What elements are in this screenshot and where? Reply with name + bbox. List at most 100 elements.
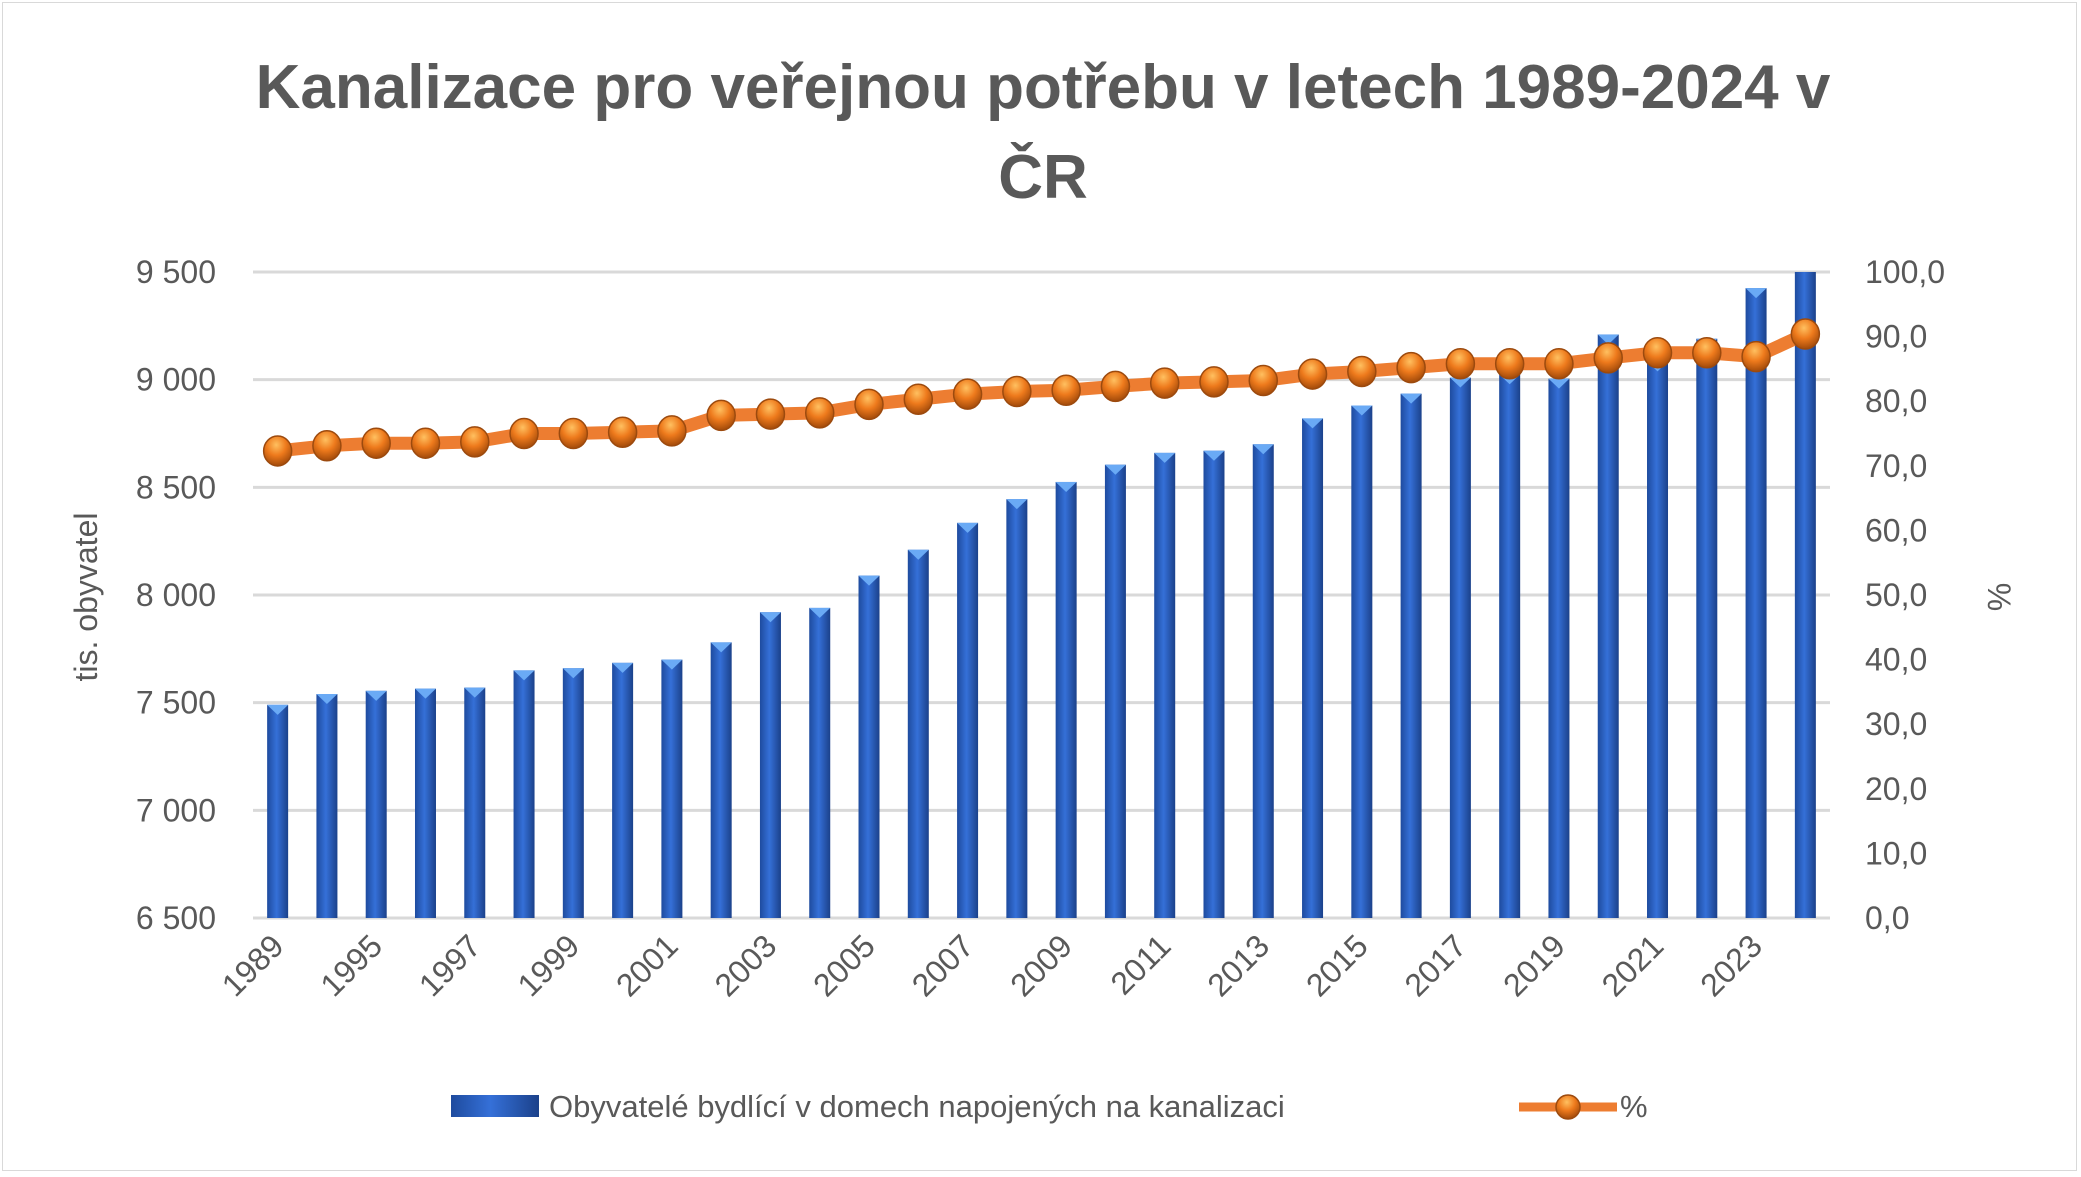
- y-right-tick-label: 20,0: [1865, 771, 1927, 807]
- percent-marker-1997: [460, 426, 490, 458]
- bar-cap-2016: [1400, 393, 1422, 404]
- bar-1997: [464, 687, 486, 918]
- percent-marker-1999: [558, 417, 589, 450]
- x-tick-label: 2001: [609, 927, 685, 1003]
- x-tick-label: 2013: [1200, 927, 1276, 1003]
- percent-marker-1989: [262, 435, 293, 467]
- bar-cap-1989: [267, 704, 289, 715]
- y-left-tick-label: 8 500: [136, 469, 216, 505]
- percent-marker-1996: [410, 427, 441, 459]
- bar-2019: [1548, 378, 1570, 919]
- x-tick-label: 1999: [510, 927, 586, 1003]
- percent-marker-2001: [657, 415, 687, 447]
- chart-title-line1: Kanalizace pro veřejnou potřebu v letech…: [256, 53, 1831, 122]
- bar-cap-1994: [316, 694, 338, 705]
- bar-2001: [661, 659, 683, 918]
- y-right-tick-label: 100,0: [1865, 254, 1945, 290]
- y-left-axis-title: tis. obyvatel: [68, 513, 104, 682]
- bar-cap-2012: [1203, 450, 1225, 461]
- percent-marker-2017: [1445, 347, 1476, 380]
- bar-cap-2001: [661, 659, 683, 670]
- legend-bar-swatch: [451, 1095, 539, 1117]
- bar-cap-1999: [562, 668, 584, 679]
- bar-cap-2000: [612, 662, 634, 673]
- x-tick-label: 1997: [412, 927, 488, 1003]
- x-tick-label: 2011: [1104, 927, 1178, 1001]
- y-right-tick-label: 70,0: [1865, 448, 1927, 484]
- bar-2023: [1745, 288, 1767, 918]
- y-right-tick-label: 80,0: [1865, 383, 1927, 419]
- y-right-axis-title: %: [1981, 583, 2017, 611]
- percent-marker-1995: [361, 427, 391, 459]
- bar-2008: [1006, 499, 1028, 918]
- x-tick-label: 1989: [215, 927, 291, 1003]
- y-right-tick-label: 60,0: [1865, 512, 1927, 548]
- x-tick-label: 2017: [1398, 927, 1474, 1003]
- percent-marker-2011: [1149, 367, 1180, 399]
- bar-1999: [562, 668, 584, 918]
- bar-2020: [1597, 334, 1619, 918]
- bar-cap-1995: [365, 690, 387, 701]
- percent-marker-2009: [1051, 374, 1081, 406]
- percent-marker-2020: [1593, 342, 1623, 374]
- bar-2000: [612, 662, 634, 918]
- percent-marker-2021: [1642, 337, 1673, 369]
- bar-cap-2006: [907, 549, 929, 560]
- y-right-tick-label: 0,0: [1865, 900, 1909, 936]
- y-left-tick-label: 7 000: [136, 792, 216, 828]
- bar-cap-1996: [414, 688, 436, 699]
- x-tick-label: 2009: [1003, 927, 1079, 1003]
- bar-2021: [1647, 361, 1669, 918]
- percent-marker-2005: [854, 388, 884, 421]
- bar-cap-2003: [759, 612, 781, 623]
- bar-cap-2011: [1154, 452, 1176, 463]
- bar-2004: [809, 607, 831, 918]
- bar-cap-2019: [1548, 378, 1570, 389]
- bar-2009: [1055, 481, 1077, 918]
- bar-2010: [1104, 464, 1126, 918]
- y-left-tick-label: 9 000: [136, 362, 216, 398]
- percent-marker-2014: [1297, 358, 1328, 390]
- bar-2014: [1302, 418, 1324, 918]
- bar-cap-2013: [1252, 444, 1274, 455]
- legend-bar-label: Obyvatelé bydlící v domech napojených na…: [549, 1089, 1285, 1124]
- y-right-tick-label: 90,0: [1865, 319, 1927, 355]
- bar-2003: [759, 612, 781, 918]
- bar-2013: [1252, 444, 1274, 918]
- y-right-tick-label: 40,0: [1865, 642, 1927, 678]
- legend-line-marker: [1555, 1094, 1581, 1120]
- y-right-tick-label: 50,0: [1865, 577, 1927, 613]
- percent-line: [276, 328, 1809, 458]
- bar-cap-2020: [1597, 334, 1619, 345]
- bar-cap-2009: [1055, 481, 1077, 492]
- bar-cap-2008: [1006, 499, 1028, 510]
- bar-cap-1998: [513, 670, 535, 681]
- y-right-tick-label: 10,0: [1865, 835, 1927, 871]
- percent-marker-2006: [903, 383, 934, 416]
- percent-marker-2008: [1002, 375, 1032, 408]
- bar-2022: [1696, 338, 1718, 919]
- x-tick-label: 1995: [313, 927, 389, 1003]
- bar-2016: [1400, 393, 1422, 918]
- bar-2007: [957, 522, 979, 918]
- bar-cap-1997: [464, 687, 486, 698]
- bar-2015: [1351, 405, 1373, 918]
- percent-marker-2010: [1100, 370, 1131, 403]
- percent-marker-2012: [1199, 366, 1229, 398]
- y-left-tick-label: 6 500: [136, 900, 216, 936]
- percent-marker-2016: [1396, 351, 1426, 384]
- percent-marker-2003: [755, 398, 786, 430]
- bar-cap-2004: [809, 607, 831, 618]
- bar-2012: [1203, 450, 1225, 918]
- percent-marker-2018: [1494, 347, 1525, 380]
- legend: Obyvatelé bydlící v domech napojených na…: [451, 1089, 1648, 1124]
- percent-marker-2000: [607, 416, 638, 448]
- legend-line-label: %: [1620, 1089, 1648, 1124]
- bar-1998: [513, 670, 535, 918]
- bar-1996: [414, 688, 436, 918]
- chart-title-line2: ČR: [998, 143, 1088, 212]
- percent-marker-2002: [706, 399, 736, 432]
- bar-1989: [267, 704, 289, 918]
- x-tick-label: 2023: [1693, 927, 1769, 1003]
